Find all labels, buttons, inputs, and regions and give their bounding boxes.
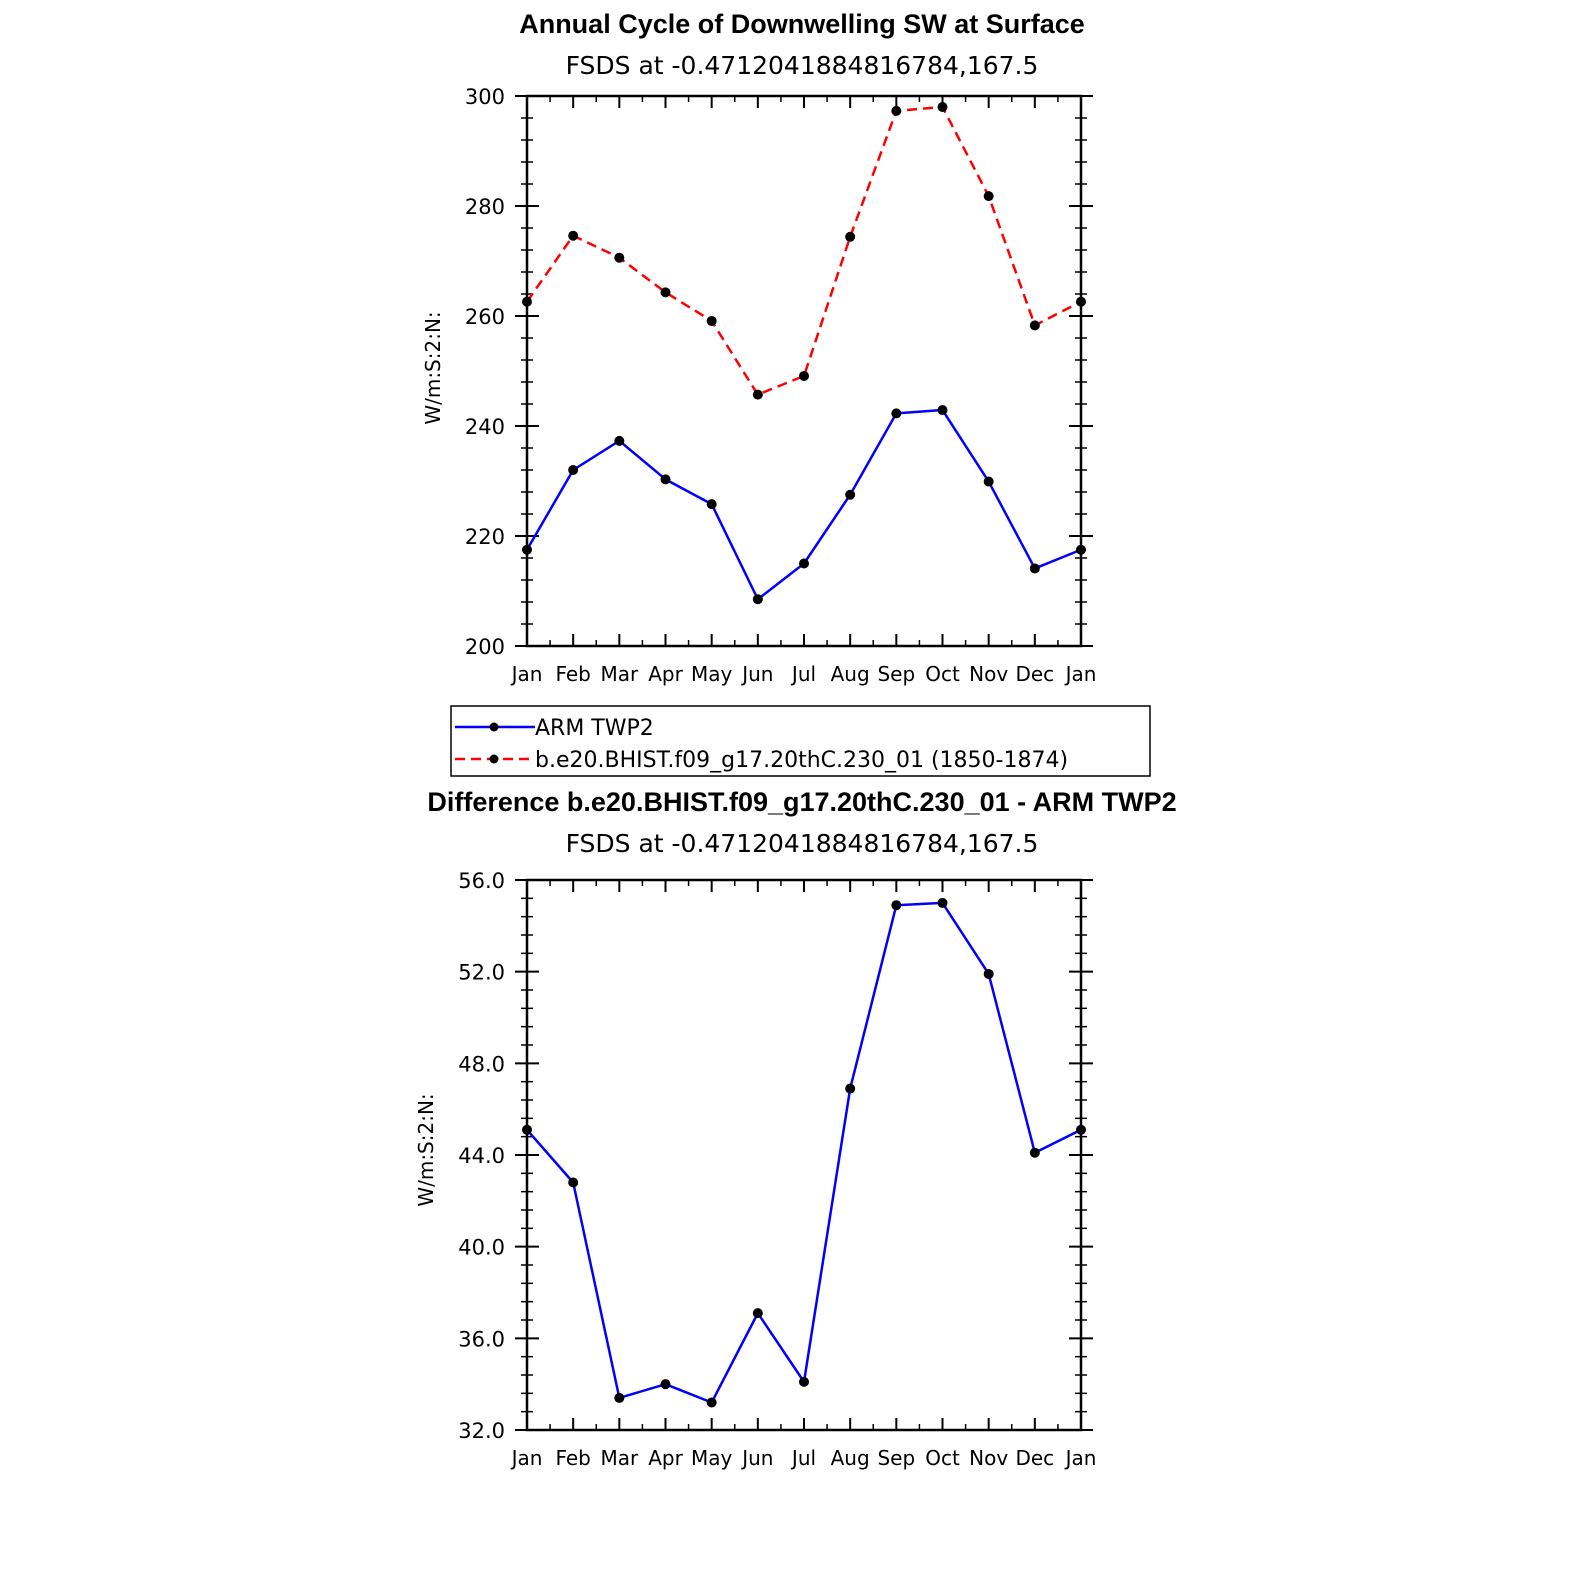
- y-tick-label-top: 260: [465, 305, 505, 329]
- x-tick-label-top: Nov: [969, 662, 1008, 686]
- x-tick-label-top: Aug: [831, 662, 870, 686]
- legend: ARM TWP2 b.e20.BHIST.f09_g17.20thC.230_0…: [450, 705, 1151, 777]
- data-point-bottom-0: [1076, 1124, 1086, 1135]
- data-point-top-0: [1029, 563, 1040, 574]
- data-point-bottom-0: [614, 1392, 625, 1403]
- data-point-top-0: [706, 499, 717, 510]
- x-tick-label-top: Feb: [555, 662, 590, 686]
- data-point-top-1: [983, 191, 994, 202]
- x-tick-label-top: Sep: [877, 662, 915, 686]
- series-line-top-1: [525, 105, 1082, 396]
- x-tick-label-bottom: Jun: [740, 1446, 773, 1470]
- x-tick-label-top: Oct: [925, 662, 960, 686]
- data-point-bottom-0: [706, 1397, 717, 1408]
- y-tick-label-top: 300: [465, 85, 505, 109]
- data-point-top-1: [522, 296, 532, 307]
- plot-area-top: Jan Feb Mar Apr May Jun Jul Aug Sep Oct Nov Dec Jan2…: [465, 85, 1097, 686]
- x-tick-label-bottom: Feb: [555, 1446, 590, 1470]
- data-point-bottom-0: [660, 1379, 671, 1390]
- series-line-top-0: [525, 408, 1082, 601]
- data-point-top-0: [983, 476, 994, 487]
- x-tick-label-bottom: Apr: [648, 1446, 683, 1470]
- data-point-bottom-0: [937, 897, 948, 908]
- data-point-top-1: [568, 230, 579, 241]
- data-point-top-0: [660, 474, 671, 485]
- x-tick-label-top: Jan: [1064, 662, 1097, 686]
- x-tick-label-bottom: Aug: [831, 1446, 870, 1470]
- x-tick-label-bottom: Nov: [969, 1446, 1008, 1470]
- data-point-bottom-0: [1029, 1147, 1040, 1158]
- x-tick-label-bottom: Oct: [925, 1446, 960, 1470]
- x-tick-label-bottom: May: [691, 1446, 733, 1470]
- data-point-top-0: [752, 594, 763, 605]
- data-point-bottom-0: [752, 1308, 763, 1319]
- data-point-top-0: [845, 489, 856, 500]
- data-point-top-1: [614, 252, 625, 263]
- data-point-bottom-0: [522, 1124, 532, 1135]
- data-point-top-1: [706, 315, 717, 326]
- chart-title-top: Annual Cycle of Downwelling SW at Surfac…: [519, 9, 1085, 39]
- y-tick-label-top: 200: [465, 635, 505, 659]
- series-line-bottom-0: [526, 901, 1082, 1404]
- y-tick-label-bottom: 52.0: [458, 961, 505, 985]
- data-point-top-0: [522, 544, 532, 555]
- data-point-top-1: [799, 370, 809, 381]
- data-point-top-1: [1029, 320, 1040, 331]
- data-point-bottom-0: [983, 968, 994, 979]
- data-point-top-1: [752, 389, 763, 400]
- y-tick-label-top: 220: [465, 525, 505, 549]
- x-tick-label-bottom: Sep: [877, 1446, 915, 1470]
- data-point-top-0: [568, 465, 579, 475]
- legend-box: [450, 705, 1151, 777]
- y-tick-label-bottom: 56.0: [458, 869, 505, 893]
- y-tick-label-bottom: 44.0: [458, 1144, 505, 1168]
- y-tick-label-bottom: 32.0: [458, 1419, 505, 1443]
- data-point-top-0: [799, 558, 809, 569]
- legend-label-observed: ARM TWP2: [535, 716, 654, 741]
- y-axis-label-top: W/m:S:2:N:: [421, 311, 445, 424]
- y-tick-label-bottom: 40.0: [458, 1236, 505, 1260]
- x-tick-label-bottom: Jan: [510, 1446, 543, 1470]
- chart-title-bottom: Difference b.e20.BHIST.f09_g17.20thC.230…: [427, 787, 1176, 817]
- chart-subtitle-bottom: FSDS at -0.4712041884816784,167.5: [566, 829, 1039, 858]
- x-tick-label-bottom: Jan: [1064, 1446, 1097, 1470]
- data-point-top-1: [660, 287, 671, 298]
- data-point-top-0: [614, 435, 625, 446]
- y-tick-label-top: 280: [465, 195, 505, 219]
- y-tick-label-bottom: 36.0: [458, 1327, 505, 1351]
- data-point-top-0: [891, 408, 902, 419]
- plot-area-bottom: Jan Feb Mar Apr May Jun Jul Aug Sep Oct Nov Dec Jan3…: [458, 869, 1096, 1470]
- data-point-top-1: [937, 102, 948, 112]
- legend-marker-model: [489, 754, 499, 764]
- x-tick-label-top: Mar: [600, 662, 639, 686]
- x-tick-label-top: Apr: [648, 662, 683, 686]
- x-tick-label-top: Dec: [1015, 662, 1054, 686]
- plot-frame-bottom: [525, 878, 1083, 1432]
- data-point-top-0: [937, 405, 948, 416]
- y-tick-label-bottom: 48.0: [458, 1052, 505, 1076]
- data-point-bottom-0: [891, 900, 902, 911]
- data-point-top-1: [891, 105, 902, 116]
- x-tick-label-top: Jul: [790, 662, 816, 686]
- x-tick-label-bottom: Jul: [790, 1446, 816, 1470]
- x-tick-label-bottom: Dec: [1015, 1446, 1054, 1470]
- data-point-top-1: [1076, 296, 1086, 307]
- data-point-bottom-0: [568, 1177, 579, 1188]
- data-point-top-1: [845, 231, 856, 242]
- legend-label-model: b.e20.BHIST.f09_g17.20thC.230_01 (1850-1…: [535, 748, 1068, 773]
- y-tick-label-top: 240: [465, 415, 505, 439]
- x-tick-label-top: May: [691, 662, 733, 686]
- x-tick-label-top: Jun: [740, 662, 773, 686]
- data-point-top-0: [1076, 544, 1086, 555]
- chart-subtitle-top: FSDS at -0.4712041884816784,167.5: [566, 51, 1039, 80]
- y-axis-label-bottom: W/m:S:2:N:: [414, 1093, 438, 1206]
- data-point-bottom-0: [799, 1376, 809, 1387]
- data-point-bottom-0: [845, 1083, 856, 1094]
- x-tick-label-bottom: Mar: [600, 1446, 639, 1470]
- x-tick-label-top: Jan: [510, 662, 543, 686]
- legend-marker-observed: [489, 722, 499, 732]
